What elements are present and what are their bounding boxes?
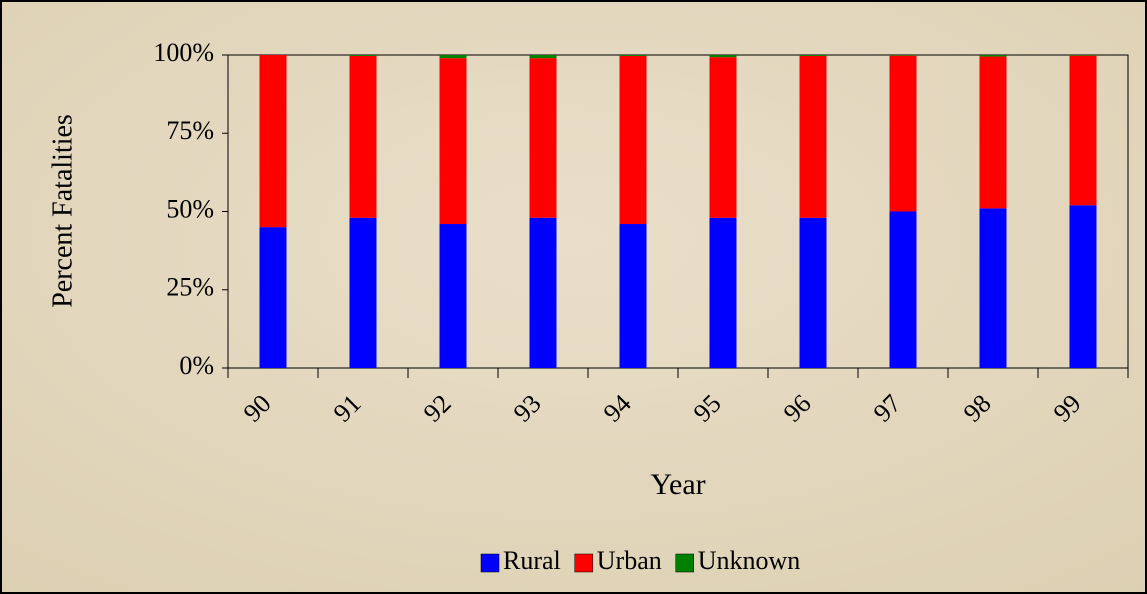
bar-segment — [1069, 55, 1097, 206]
bar-segment — [619, 224, 647, 368]
legend-swatch — [675, 553, 694, 573]
bar-segment — [799, 217, 827, 368]
bar-segment — [709, 57, 737, 218]
bar-segment — [889, 211, 917, 368]
bar-segment — [709, 55, 737, 58]
bar-segment — [889, 55, 917, 56]
bar-segment — [619, 55, 647, 56]
bar-segment — [439, 58, 467, 225]
bar-segment — [349, 55, 377, 218]
bar-segment — [889, 55, 917, 212]
legend-swatch — [574, 553, 594, 573]
bar-segment — [979, 55, 1007, 57]
y-tick-label: 75% — [166, 116, 214, 145]
bar-segment — [799, 55, 827, 56]
bar-segment — [529, 58, 557, 218]
bar-segment — [259, 55, 287, 228]
y-tick-label: 25% — [166, 273, 214, 302]
bar-segment — [979, 56, 1007, 209]
bar-segment — [439, 55, 467, 59]
bar-segment — [979, 208, 1007, 368]
bar-segment — [1069, 205, 1097, 368]
bar-segment — [709, 217, 737, 368]
y-tick-label: 100% — [153, 38, 214, 67]
x-axis-title: Year — [650, 468, 705, 501]
y-tick-label: 0% — [179, 351, 214, 380]
bar-segment — [619, 55, 647, 225]
y-axis-title: Percent Fatalities — [47, 114, 78, 308]
bar-segment — [799, 55, 827, 218]
y-tick-label: 50% — [166, 194, 214, 223]
legend-label: Urban — [597, 546, 662, 575]
bar-segment — [349, 217, 377, 368]
legend-label: Rural — [503, 546, 561, 575]
bar-segment — [529, 217, 557, 368]
bar-segment — [439, 224, 467, 368]
bar-segment — [259, 227, 287, 368]
legend-label: Unknown — [698, 546, 801, 575]
bar-segment — [1069, 55, 1097, 56]
bar-segment — [349, 55, 377, 56]
legend-swatch — [480, 553, 500, 573]
bar-segment — [529, 55, 557, 59]
